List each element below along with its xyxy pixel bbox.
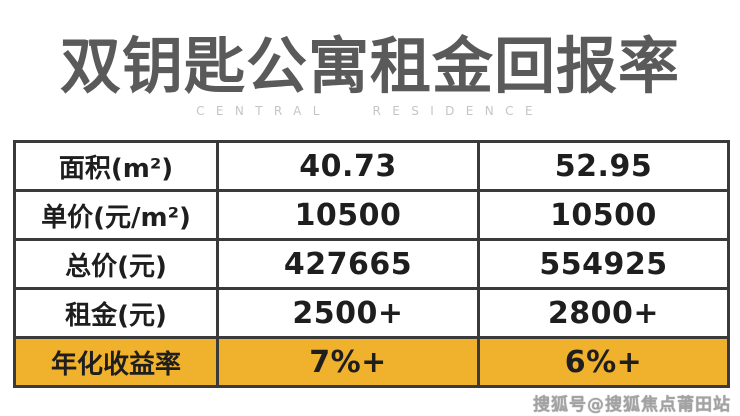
page-title: 双钥匙公寓租金回报率 [59,31,680,102]
row-value-unitprice-unit2: 10500 [477,189,730,241]
row-value-annual-yield-unit1: 7%+ [216,336,480,388]
row-value-rent-unit2: 2800+ [477,287,730,339]
row-label-totalprice: 总价(元) [13,238,219,290]
table-row: 总价(元) 427665 554925 [13,238,730,290]
row-value-rent-unit1: 2500+ [216,287,480,339]
row-value-area-unit2: 52.95 [477,140,730,192]
table-row: 面积(m²) 40.73 52.95 [13,140,730,192]
row-label-unitprice: 单价(元/m²) [13,189,219,241]
row-value-totalprice-unit2: 554925 [477,238,730,290]
sohu-watermark: 搜狐号@搜狐焦点莆田站 [533,395,731,415]
table-row-highlight-yield: 年化收益率 7%+ 6%+ [13,336,730,388]
table-row: 租金(元) 2500+ 2800+ [13,287,730,339]
row-value-annual-yield-unit2: 6%+ [477,336,730,388]
row-value-unitprice-unit1: 10500 [216,189,480,241]
rental-return-table: 面积(m²) 40.73 52.95 单价(元/m²) 10500 10500 … [13,140,730,388]
row-label-annual-yield: 年化收益率 [13,336,219,388]
row-value-totalprice-unit1: 427665 [216,238,480,290]
page-subtitle: CENTRAL RESIDENCE [196,104,544,118]
row-label-area: 面积(m²) [13,140,219,192]
table-row: 单价(元/m²) 10500 10500 [13,189,730,241]
row-value-area-unit1: 40.73 [216,140,480,192]
row-label-rent: 租金(元) [13,287,219,339]
